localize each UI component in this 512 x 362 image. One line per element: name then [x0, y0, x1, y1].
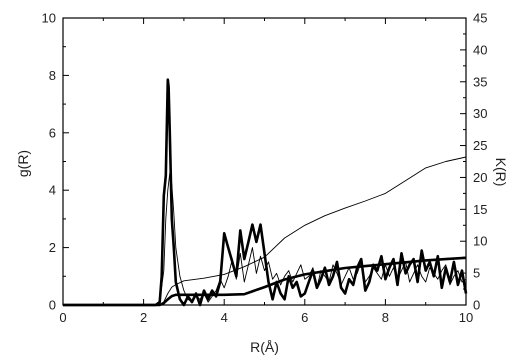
- series-line-3: [63, 256, 467, 307]
- y-tick-label: 2: [49, 240, 56, 255]
- y-tick-label: 4: [49, 183, 56, 198]
- y2-tick-label: 30: [473, 106, 487, 121]
- y-axis-label: g(R): [15, 150, 31, 177]
- y2-tick-label: 15: [473, 202, 487, 217]
- x-tick-label: 4: [221, 310, 228, 325]
- x-tick-label: 2: [140, 310, 147, 325]
- x-tick-label: 6: [301, 310, 308, 325]
- series-line-2: [63, 172, 467, 306]
- y-tick-label: 0: [49, 298, 56, 313]
- y2-tick-label: 40: [473, 42, 487, 57]
- y2-tick-label: 25: [473, 138, 487, 153]
- series-line-1: [63, 78, 468, 307]
- y2-tick-label: 5: [473, 266, 480, 281]
- y2-tick-label: 10: [473, 234, 487, 249]
- y2-tick-label: 0: [473, 298, 480, 313]
- x-tick-label: 0: [59, 310, 66, 325]
- y2-tick-label: 45: [473, 11, 487, 26]
- x-tick-label: 8: [382, 310, 389, 325]
- y2-axis-label: K(R): [493, 158, 509, 187]
- y2-tick-label: 20: [473, 170, 487, 185]
- plot-lines: [63, 78, 468, 307]
- x-tick-label: 10: [459, 310, 473, 325]
- y-tick-label: 6: [49, 125, 56, 140]
- y-tick-label: 8: [49, 68, 56, 83]
- y2-tick-label: 35: [473, 74, 487, 89]
- series-line-4: [63, 156, 467, 306]
- x-axis-label: R(Å): [250, 339, 279, 355]
- y-tick-label: 10: [42, 11, 56, 26]
